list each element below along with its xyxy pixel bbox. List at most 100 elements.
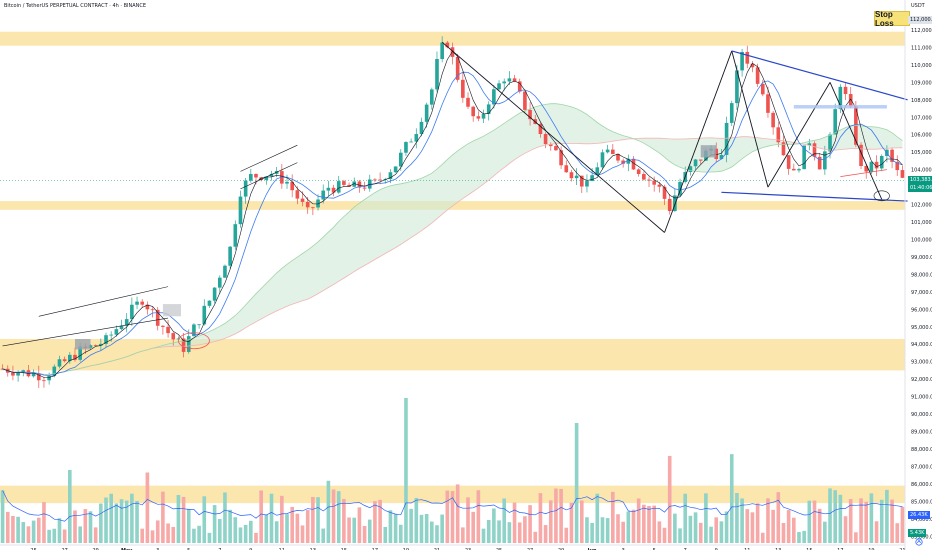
candle-body bbox=[735, 70, 739, 104]
price-tick-label: 108,000.0 bbox=[911, 98, 932, 104]
volume-bar bbox=[559, 488, 563, 543]
volume-bar bbox=[362, 525, 367, 543]
price-tick-label: 107,000.0 bbox=[911, 115, 932, 121]
volume-bar bbox=[326, 480, 331, 543]
volume-bar bbox=[31, 520, 36, 543]
candle-body bbox=[419, 121, 424, 135]
volume-bar bbox=[740, 498, 744, 543]
volume-bar bbox=[750, 512, 755, 543]
volume-bar bbox=[647, 505, 651, 543]
zone-band bbox=[0, 338, 905, 371]
price-tick-label: 90,000.0 bbox=[911, 412, 932, 418]
candle-body bbox=[636, 169, 641, 174]
volume-bar bbox=[590, 522, 594, 543]
volume-bar bbox=[88, 511, 93, 543]
volume-bar bbox=[900, 506, 905, 543]
candle-body bbox=[99, 343, 103, 346]
volume-bar bbox=[383, 526, 388, 543]
volume-bar bbox=[714, 517, 719, 543]
volume-bar bbox=[859, 498, 863, 543]
volume-bar bbox=[342, 499, 346, 543]
candle-body bbox=[161, 325, 165, 327]
volume-bar bbox=[62, 529, 67, 543]
last-price-tag: 103,383.9 bbox=[908, 176, 932, 184]
candle-body bbox=[631, 158, 636, 170]
time-axis[interactable]: 25 27 29 May 3 5 7 9 11 13 15 17 19 21 23 25 27 29 Jun 3 5 7 9… bbox=[0, 544, 906, 550]
price-tick-label: 92,000.0 bbox=[911, 377, 932, 383]
price-tick-label: 101,000.0 bbox=[911, 220, 932, 226]
volume-bar bbox=[186, 508, 191, 543]
candle-body bbox=[745, 51, 750, 64]
volume-bar bbox=[678, 528, 682, 543]
price-axis[interactable]: 112,000.0 111,000.0 110,000.0 109,000.0 108,… bbox=[904, 0, 932, 550]
volume-bar bbox=[357, 507, 362, 543]
candle-body bbox=[466, 97, 470, 107]
volume-bar bbox=[729, 454, 734, 543]
candle-body bbox=[11, 372, 15, 376]
candle-body bbox=[652, 180, 656, 185]
candle-body bbox=[786, 155, 791, 169]
volume-bar bbox=[461, 527, 465, 543]
candle-body bbox=[579, 175, 584, 187]
volume-bar bbox=[828, 488, 832, 543]
candle-body bbox=[843, 86, 848, 95]
candle-body bbox=[130, 304, 134, 320]
volume-bar bbox=[73, 510, 77, 543]
volume-bar bbox=[26, 526, 31, 543]
candle-body bbox=[673, 195, 677, 212]
volume-bar bbox=[564, 527, 569, 543]
volume-bar bbox=[466, 497, 470, 543]
candle-body bbox=[481, 114, 486, 119]
volume-bar bbox=[817, 508, 822, 543]
stop-loss-annotation[interactable]: Stop Loss bbox=[874, 10, 910, 28]
time-tick-label: 19 bbox=[403, 548, 409, 550]
candle-body bbox=[62, 359, 67, 362]
candle-body bbox=[781, 142, 786, 156]
volume-bar bbox=[264, 514, 269, 543]
candle-body bbox=[109, 334, 113, 336]
volume-bar bbox=[181, 496, 186, 543]
volume-bar bbox=[311, 496, 315, 543]
price-tick-label: 105,000.0 bbox=[911, 150, 932, 156]
candle-body bbox=[450, 47, 455, 57]
volume-bar bbox=[295, 513, 300, 543]
candle-body bbox=[698, 159, 703, 161]
candle-body bbox=[461, 79, 465, 98]
price-tick-label: 84,000.0 bbox=[911, 517, 932, 523]
consolidation-box bbox=[74, 338, 91, 350]
zigzag-down-leg bbox=[441, 41, 665, 233]
volume-bar bbox=[42, 502, 46, 543]
price-tick-label: 89,000.0 bbox=[911, 430, 932, 436]
candle-body bbox=[398, 152, 403, 167]
symbol-title: Bitcoin / TetherUS PERPETUAL CONTRACT · … bbox=[4, 3, 147, 9]
candle-body bbox=[760, 83, 765, 95]
volume-bar bbox=[378, 499, 382, 543]
candle-body bbox=[538, 124, 543, 135]
candle-body bbox=[212, 287, 217, 301]
candle-body bbox=[445, 42, 450, 48]
candle-body bbox=[471, 106, 475, 117]
volume-bar bbox=[0, 490, 5, 543]
time-tick-label: 5 bbox=[653, 548, 656, 550]
volume-bar bbox=[683, 493, 688, 543]
price-tick-label: 83,000.0 bbox=[911, 534, 932, 540]
candle-body bbox=[26, 370, 31, 377]
volume-bar bbox=[595, 493, 600, 543]
volume-bar bbox=[642, 504, 646, 543]
zigzag-up-leg bbox=[664, 50, 733, 233]
price-tick-label: 110,000.0 bbox=[911, 63, 932, 69]
price-tag-top: 112,000.0 bbox=[908, 16, 932, 24]
time-tick-label: 17 bbox=[837, 548, 843, 550]
candle-body bbox=[264, 176, 269, 180]
volume-bar bbox=[440, 514, 444, 543]
candle-body bbox=[833, 109, 837, 135]
volume-bar bbox=[11, 515, 15, 543]
price-tick-label: 86,000.0 bbox=[911, 482, 932, 488]
volume-bar bbox=[797, 532, 801, 543]
volume-bar bbox=[667, 455, 672, 543]
volume-ma-tag: 26.43K bbox=[908, 511, 930, 519]
volume-bar bbox=[176, 494, 181, 543]
candle-body bbox=[626, 158, 631, 164]
volume-bar bbox=[233, 517, 238, 543]
